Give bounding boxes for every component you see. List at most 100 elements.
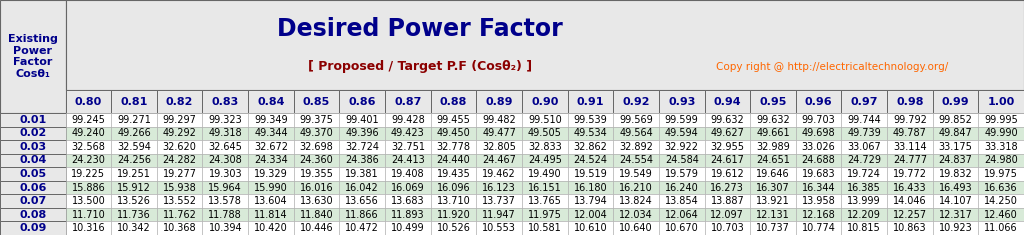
- Bar: [613, 127, 658, 140]
- Text: 49.661: 49.661: [756, 128, 790, 138]
- Bar: [248, 208, 294, 221]
- Text: 0.88: 0.88: [439, 97, 467, 107]
- Text: 19.975: 19.975: [984, 169, 1018, 179]
- Text: 19.612: 19.612: [711, 169, 744, 179]
- Text: 15.912: 15.912: [117, 183, 151, 192]
- Text: 49.370: 49.370: [300, 128, 334, 138]
- Text: 11.066: 11.066: [984, 223, 1018, 233]
- Bar: [112, 208, 157, 221]
- Bar: [294, 181, 339, 194]
- Bar: [431, 154, 476, 167]
- Text: 19.435: 19.435: [436, 169, 470, 179]
- Text: 13.710: 13.710: [436, 196, 470, 206]
- Text: 24.651: 24.651: [756, 156, 790, 165]
- Text: 24.308: 24.308: [209, 156, 242, 165]
- Bar: [658, 181, 705, 194]
- Bar: [157, 221, 203, 235]
- Text: 10.923: 10.923: [939, 223, 973, 233]
- Text: 14.250: 14.250: [984, 196, 1018, 206]
- Bar: [933, 127, 978, 140]
- Text: 19.225: 19.225: [72, 169, 105, 179]
- Bar: [842, 221, 887, 235]
- Bar: [613, 181, 658, 194]
- Text: 32.594: 32.594: [117, 142, 151, 152]
- Text: 10.863: 10.863: [893, 223, 927, 233]
- Text: 13.552: 13.552: [163, 196, 197, 206]
- Text: 32.805: 32.805: [482, 142, 516, 152]
- Bar: [842, 154, 887, 167]
- Bar: [66, 194, 112, 208]
- Bar: [842, 167, 887, 181]
- Bar: [66, 140, 112, 154]
- Text: 16.307: 16.307: [756, 183, 790, 192]
- Text: 24.230: 24.230: [72, 156, 105, 165]
- Text: 0.02: 0.02: [19, 128, 46, 138]
- Bar: [751, 127, 796, 140]
- Text: 19.579: 19.579: [665, 169, 698, 179]
- Bar: [112, 127, 157, 140]
- Text: 16.433: 16.433: [893, 183, 927, 192]
- Text: 16.096: 16.096: [436, 183, 470, 192]
- Bar: [431, 113, 476, 127]
- Bar: [842, 113, 887, 127]
- Text: 33.114: 33.114: [893, 142, 927, 152]
- Text: 12.209: 12.209: [847, 210, 882, 220]
- Text: 24.334: 24.334: [254, 156, 288, 165]
- Text: 49.477: 49.477: [482, 128, 516, 138]
- Bar: [0, 0, 66, 113]
- Bar: [933, 221, 978, 235]
- Bar: [294, 113, 339, 127]
- Bar: [203, 154, 248, 167]
- Text: 99.428: 99.428: [391, 115, 425, 125]
- Bar: [522, 113, 567, 127]
- Text: 16.273: 16.273: [711, 183, 744, 192]
- Text: 99.744: 99.744: [848, 115, 881, 125]
- Bar: [112, 194, 157, 208]
- Bar: [385, 181, 431, 194]
- Bar: [796, 154, 842, 167]
- Text: 24.282: 24.282: [163, 156, 197, 165]
- Bar: [0, 167, 66, 181]
- Bar: [0, 127, 66, 140]
- Text: 33.318: 33.318: [984, 142, 1018, 152]
- Bar: [978, 140, 1024, 154]
- Text: 99.569: 99.569: [620, 115, 653, 125]
- Text: 0.07: 0.07: [19, 196, 46, 206]
- Text: 10.815: 10.815: [848, 223, 881, 233]
- Text: 0.87: 0.87: [394, 97, 422, 107]
- Bar: [431, 140, 476, 154]
- Bar: [476, 90, 522, 113]
- Bar: [933, 167, 978, 181]
- Bar: [294, 167, 339, 181]
- Text: 16.180: 16.180: [573, 183, 607, 192]
- Text: 0.08: 0.08: [19, 210, 46, 220]
- Bar: [522, 90, 567, 113]
- Text: 24.688: 24.688: [802, 156, 836, 165]
- Text: 49.739: 49.739: [848, 128, 881, 138]
- Text: 10.581: 10.581: [528, 223, 561, 233]
- Bar: [887, 194, 933, 208]
- Bar: [522, 181, 567, 194]
- Text: 99.401: 99.401: [345, 115, 379, 125]
- Text: 11.788: 11.788: [209, 210, 242, 220]
- Bar: [887, 167, 933, 181]
- Text: 24.386: 24.386: [345, 156, 379, 165]
- Text: 32.645: 32.645: [208, 142, 243, 152]
- Bar: [658, 167, 705, 181]
- Text: 13.765: 13.765: [527, 196, 562, 206]
- Text: 13.526: 13.526: [117, 196, 151, 206]
- Bar: [796, 221, 842, 235]
- Text: 10.472: 10.472: [345, 223, 379, 233]
- Bar: [66, 167, 112, 181]
- Text: 24.729: 24.729: [847, 156, 882, 165]
- Bar: [203, 208, 248, 221]
- Bar: [613, 154, 658, 167]
- Bar: [0, 221, 66, 235]
- Text: 19.251: 19.251: [117, 169, 151, 179]
- Text: 19.277: 19.277: [163, 169, 197, 179]
- Text: 19.772: 19.772: [893, 169, 927, 179]
- Text: 10.737: 10.737: [756, 223, 790, 233]
- Bar: [339, 90, 385, 113]
- Bar: [294, 154, 339, 167]
- Text: 99.539: 99.539: [573, 115, 607, 125]
